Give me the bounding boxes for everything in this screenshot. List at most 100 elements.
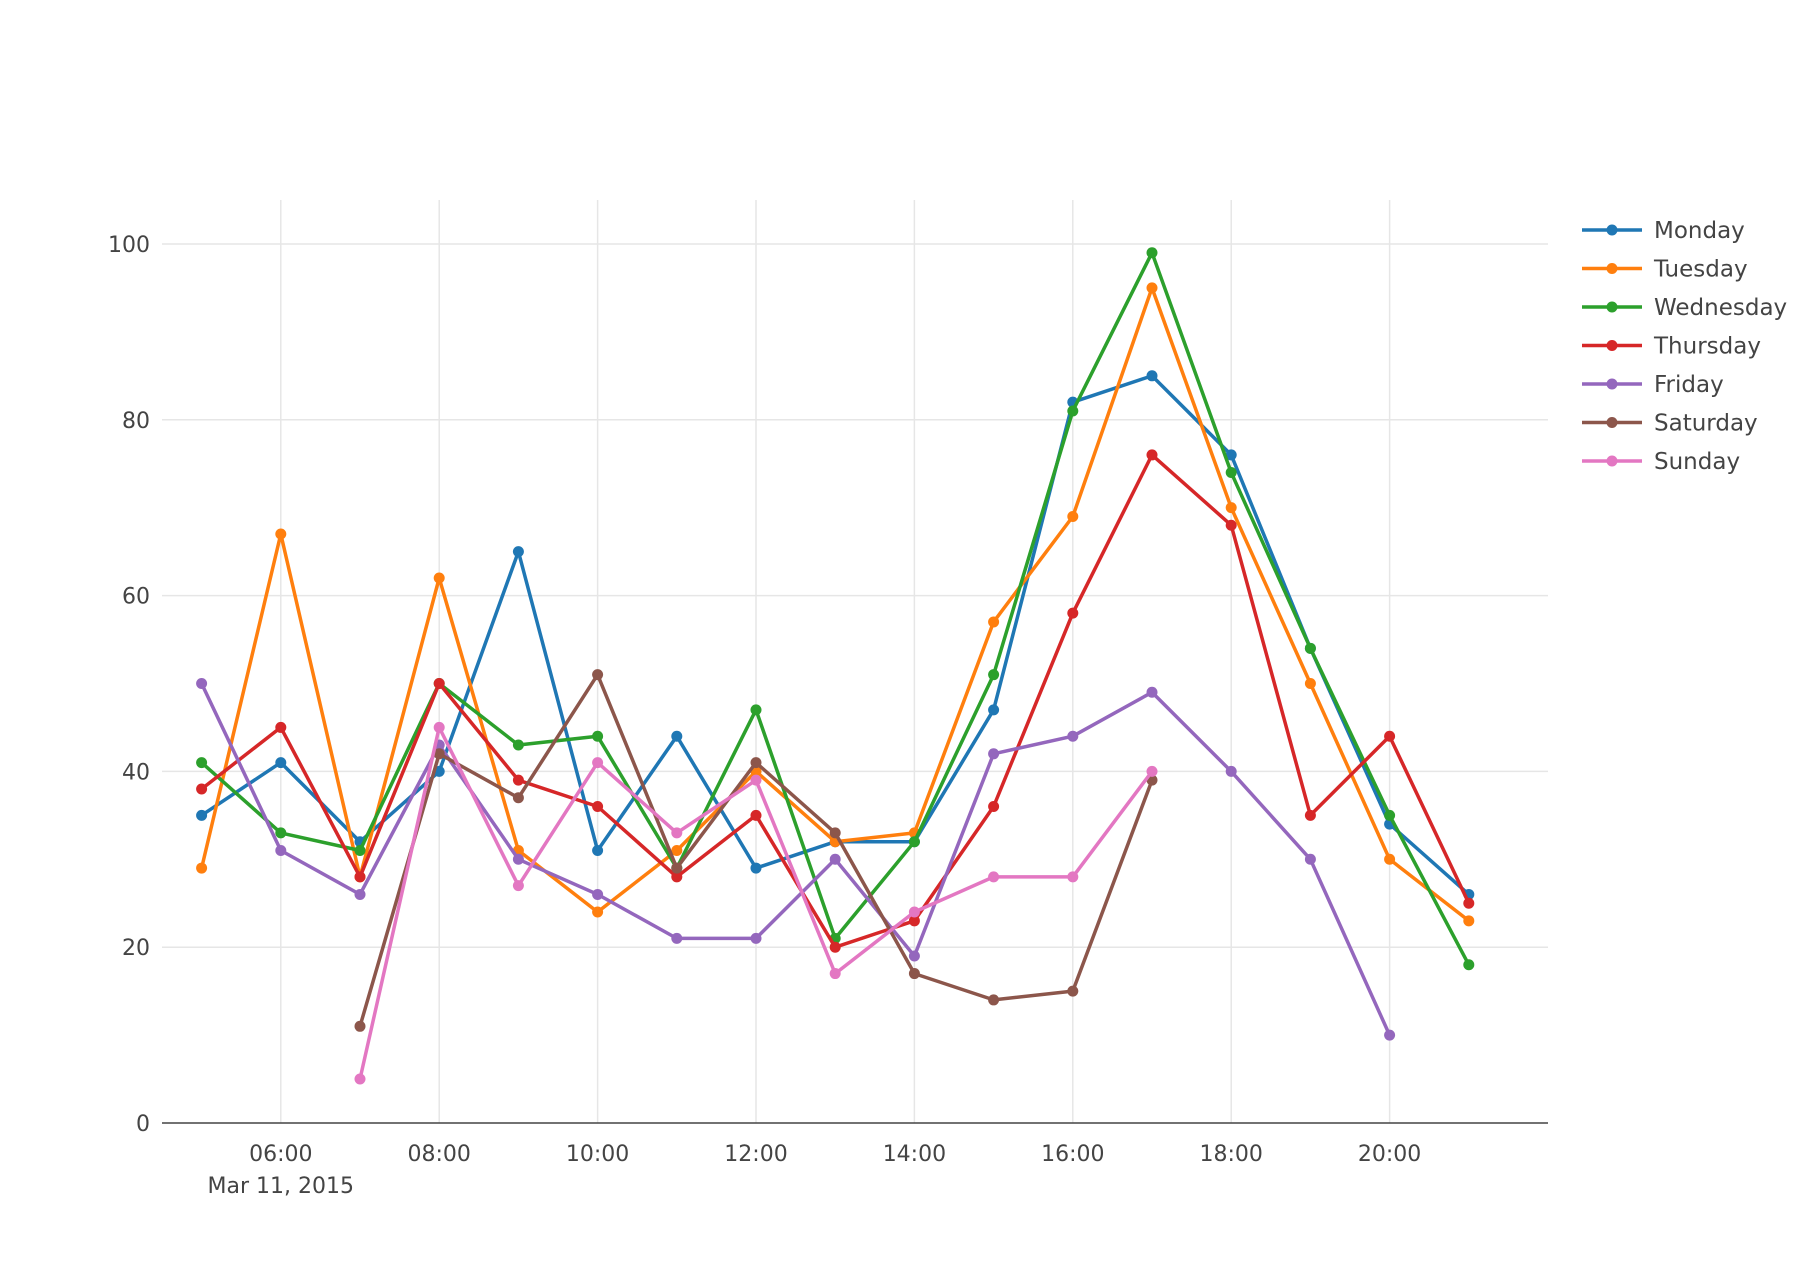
data-point[interactable] <box>829 968 841 980</box>
data-point[interactable] <box>1304 677 1316 689</box>
data-point[interactable] <box>1384 730 1396 742</box>
data-point[interactable] <box>1463 959 1475 971</box>
data-point[interactable] <box>592 730 604 742</box>
data-point[interactable] <box>750 932 762 944</box>
data-point[interactable] <box>196 757 208 769</box>
data-point[interactable] <box>1304 853 1316 865</box>
data-point[interactable] <box>354 844 366 856</box>
data-point[interactable] <box>988 801 1000 813</box>
data-point[interactable] <box>750 757 762 769</box>
data-point[interactable] <box>829 941 841 953</box>
data-point[interactable] <box>512 853 524 865</box>
data-point[interactable] <box>1384 1029 1396 1041</box>
data-point[interactable] <box>1067 510 1079 522</box>
legend-item-monday[interactable]: Monday <box>1582 218 1745 244</box>
data-point[interactable] <box>512 880 524 892</box>
data-point[interactable] <box>988 669 1000 681</box>
data-point[interactable] <box>1067 730 1079 742</box>
data-point[interactable] <box>671 871 683 883</box>
data-point[interactable] <box>275 528 287 540</box>
data-point[interactable] <box>1225 502 1237 514</box>
data-point[interactable] <box>1146 449 1158 461</box>
data-point[interactable] <box>1384 853 1396 865</box>
data-point[interactable] <box>1225 765 1237 777</box>
data-point[interactable] <box>1146 282 1158 294</box>
data-point[interactable] <box>592 844 604 856</box>
data-point[interactable] <box>433 721 445 733</box>
data-point[interactable] <box>354 1073 366 1085</box>
data-point[interactable] <box>750 704 762 716</box>
data-point[interactable] <box>671 932 683 944</box>
data-point[interactable] <box>1146 686 1158 698</box>
data-point[interactable] <box>988 748 1000 760</box>
y-tick-label: 80 <box>122 409 150 434</box>
data-point[interactable] <box>908 950 920 962</box>
x-tick-label: 06:00 <box>249 1142 312 1167</box>
data-point[interactable] <box>196 677 208 689</box>
legend-item-saturday[interactable]: Saturday <box>1582 411 1758 437</box>
data-point[interactable] <box>592 906 604 918</box>
data-point[interactable] <box>512 546 524 558</box>
data-point[interactable] <box>354 888 366 900</box>
data-point[interactable] <box>1225 449 1237 461</box>
legend-item-sunday[interactable]: Sunday <box>1582 449 1740 475</box>
data-point[interactable] <box>275 827 287 839</box>
data-point[interactable] <box>829 827 841 839</box>
legend[interactable]: Monday Tuesday Wednesday Thursday Friday Satu… <box>1582 218 1787 475</box>
data-point[interactable] <box>354 1020 366 1032</box>
data-point[interactable] <box>908 906 920 918</box>
data-point[interactable] <box>592 669 604 681</box>
legend-item-tuesday[interactable]: Tuesday <box>1582 257 1748 283</box>
data-point[interactable] <box>592 888 604 900</box>
data-point[interactable] <box>1463 915 1475 927</box>
data-point[interactable] <box>275 844 287 856</box>
data-point[interactable] <box>1067 405 1079 417</box>
data-point[interactable] <box>512 739 524 751</box>
data-point[interactable] <box>988 994 1000 1006</box>
data-point[interactable] <box>671 730 683 742</box>
data-point[interactable] <box>1304 642 1316 654</box>
data-point[interactable] <box>750 774 762 786</box>
legend-item-wednesday[interactable]: Wednesday <box>1582 295 1787 321</box>
data-point[interactable] <box>592 801 604 813</box>
data-point[interactable] <box>1146 765 1158 777</box>
data-point[interactable] <box>1225 467 1237 479</box>
data-point[interactable] <box>1225 519 1237 531</box>
data-point[interactable] <box>196 862 208 874</box>
data-point[interactable] <box>433 748 445 760</box>
data-point[interactable] <box>908 968 920 980</box>
data-point[interactable] <box>196 809 208 821</box>
data-point[interactable] <box>512 774 524 786</box>
legend-item-thursday[interactable]: Thursday <box>1582 334 1761 360</box>
data-point[interactable] <box>750 809 762 821</box>
data-point[interactable] <box>671 827 683 839</box>
data-point[interactable] <box>1067 871 1079 883</box>
data-point[interactable] <box>354 871 366 883</box>
series-layer <box>196 247 1475 1085</box>
data-point[interactable] <box>1384 809 1396 821</box>
x-axis: 06:00 08:00 10:00 12:00 14:00 16:00 18:00 20:00… <box>162 1122 1548 1199</box>
data-point[interactable] <box>592 757 604 769</box>
data-point[interactable] <box>196 783 208 795</box>
data-point[interactable] <box>512 792 524 804</box>
data-point[interactable] <box>671 844 683 856</box>
data-point[interactable] <box>275 721 287 733</box>
data-point[interactable] <box>908 915 920 927</box>
data-point[interactable] <box>1146 247 1158 259</box>
data-point[interactable] <box>988 616 1000 628</box>
data-point[interactable] <box>1067 607 1079 619</box>
data-point[interactable] <box>1067 985 1079 997</box>
data-point[interactable] <box>671 862 683 874</box>
data-point[interactable] <box>988 704 1000 716</box>
legend-item-friday[interactable]: Friday <box>1582 372 1724 398</box>
data-point[interactable] <box>1146 370 1158 382</box>
data-point[interactable] <box>988 871 1000 883</box>
data-point[interactable] <box>433 572 445 584</box>
data-point[interactable] <box>829 853 841 865</box>
data-point[interactable] <box>1304 809 1316 821</box>
data-point[interactable] <box>750 862 762 874</box>
data-point[interactable] <box>433 677 445 689</box>
data-point[interactable] <box>1463 897 1475 909</box>
data-point[interactable] <box>908 836 920 848</box>
data-point[interactable] <box>275 757 287 769</box>
